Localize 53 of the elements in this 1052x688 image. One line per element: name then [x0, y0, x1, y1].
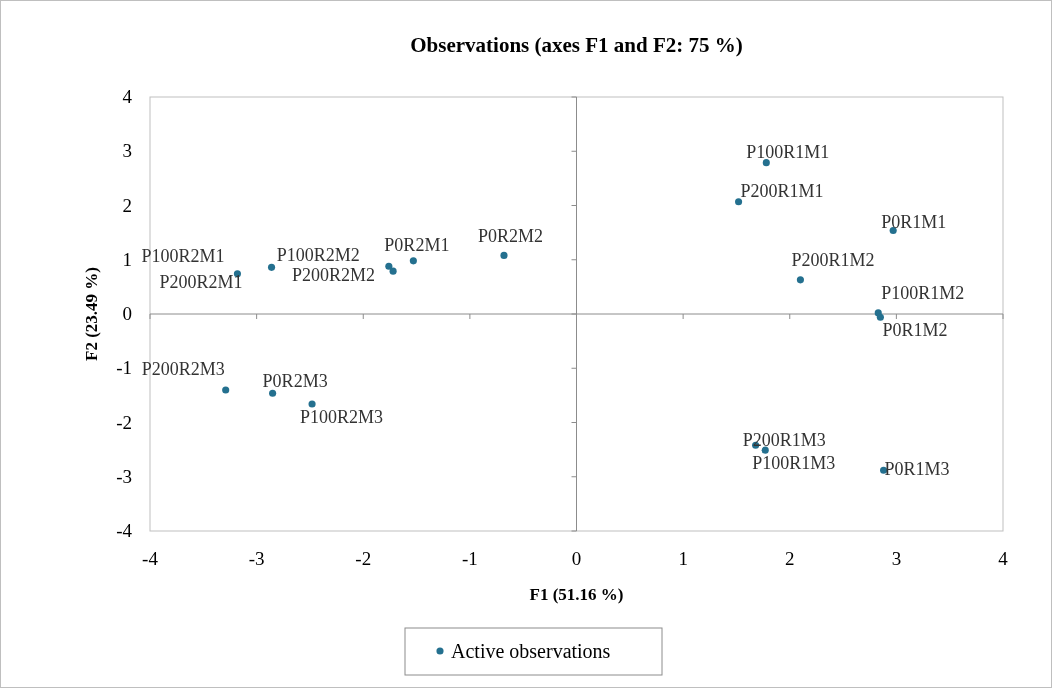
annotation: P200R1M1 [740, 180, 824, 201]
annotation: P0R1M2 [882, 320, 948, 341]
x-tick-label: 4 [998, 548, 1009, 569]
point [409, 257, 417, 265]
y-tick-label: 1 [122, 248, 132, 270]
y-tick-label: -1 [116, 357, 132, 379]
annotation: P200R2M3 [141, 358, 225, 379]
x-tick-label: 3 [891, 548, 902, 569]
annotation: P0R2M3 [262, 371, 328, 392]
y-tick-label: 3 [122, 140, 132, 162]
annotation: P200R1M2 [791, 249, 875, 270]
point [500, 251, 508, 259]
annotation: P100R1M3 [752, 453, 836, 474]
y-tick-label: -3 [116, 465, 132, 487]
annotation: P100R1M1 [746, 141, 830, 162]
annotation: P100R2M2 [276, 245, 360, 266]
point [796, 276, 804, 284]
y-tick-label: 4 [122, 86, 133, 107]
y-axis-title: F2 (23.49 %) [82, 267, 101, 361]
annotation: P0R2M1 [384, 234, 450, 255]
point [308, 400, 316, 408]
chart-title: Observations (axes F1 and F2: 75 %) [410, 33, 743, 57]
x-tick-label: -1 [461, 548, 478, 569]
annotation: P100R2M3 [300, 407, 384, 428]
point [385, 262, 393, 270]
point [735, 198, 743, 206]
y-tick-label: -2 [116, 411, 132, 433]
y-tick-label: -4 [116, 520, 133, 541]
annotation: P0R2M2 [477, 226, 544, 247]
point [389, 267, 397, 275]
annotation: P100R2M1 [141, 245, 225, 266]
point [222, 386, 230, 394]
y-tick-label: 2 [122, 194, 132, 216]
annotation: P0R1M1 [881, 212, 947, 233]
point [762, 159, 770, 167]
point [267, 263, 276, 271]
legend-label: Active observations [451, 640, 611, 662]
annotation: P200R2M2 [292, 265, 376, 286]
x-tick-label: -2 [355, 548, 372, 569]
annotation: P100R1M2 [881, 282, 965, 303]
x-axis-title: F1 (51.16 %) [529, 585, 624, 604]
y-tick-label: 0 [122, 303, 132, 324]
point [876, 313, 884, 321]
annotation: P200R2M1 [159, 272, 243, 293]
x-tick-label: -4 [142, 548, 159, 569]
point [269, 389, 277, 397]
x-tick-label: 0 [571, 548, 582, 569]
annotation: P0R1M3 [884, 459, 950, 480]
x-tick-label: 1 [678, 548, 688, 569]
annotation: P200R1M3 [742, 430, 826, 451]
x-tick-label: -3 [248, 548, 265, 569]
x-tick-label: 2 [785, 548, 795, 569]
point [761, 446, 769, 454]
